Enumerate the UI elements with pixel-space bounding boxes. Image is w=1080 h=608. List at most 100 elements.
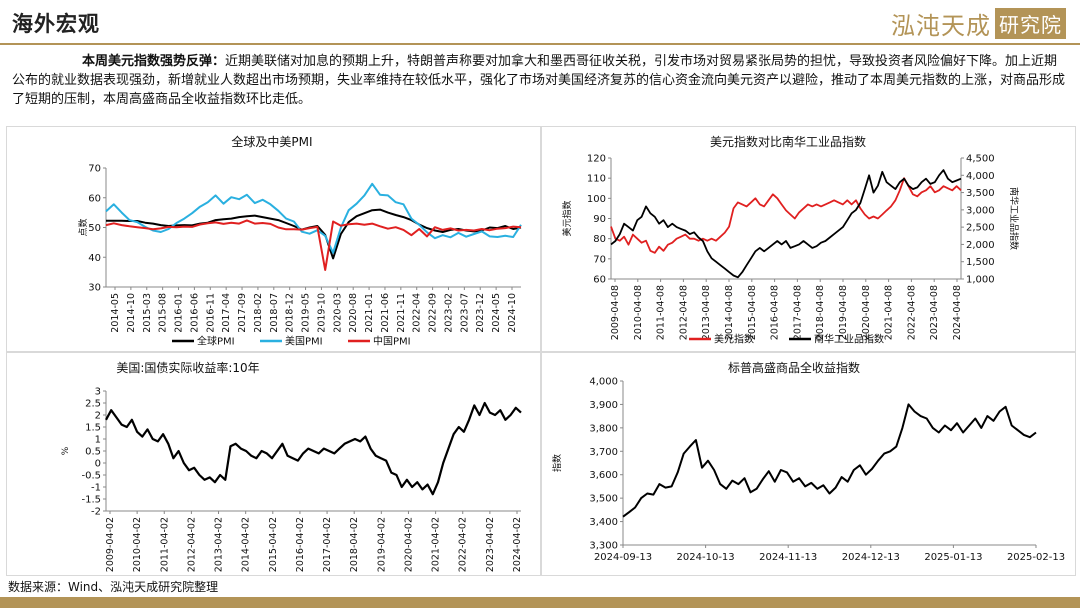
x-tick-label: 2024-05 xyxy=(491,293,502,333)
x-tick-label: 2021-04-08 xyxy=(884,285,895,340)
x-tick-label: 2014-04-08 xyxy=(724,285,735,340)
y-axis-label: 指数 xyxy=(551,454,563,472)
x-tick-label: 2018-07 xyxy=(269,293,280,333)
y-tick-label: -1.5 xyxy=(81,495,101,506)
y-tick-label: -2 xyxy=(91,507,101,518)
x-tick-label: 2015-04-08 xyxy=(747,285,758,340)
y-tick-label: 30 xyxy=(88,283,101,294)
y-tick-label: -1 xyxy=(91,483,101,494)
x-tick-label: 2016-01 xyxy=(174,293,185,333)
x-tick-label: 2020-08 xyxy=(348,293,359,333)
legend-label-0: 美元指数 xyxy=(714,333,754,346)
chart-title: 标普高盛商品全收益指数 xyxy=(728,360,860,375)
x-tick-label: 2024-10 xyxy=(507,293,518,333)
x-tick-label: 2023-12 xyxy=(475,293,486,333)
y-tick-label: 110 xyxy=(587,174,606,185)
series-line-2 xyxy=(105,219,522,271)
y2-tick-label: 4,000 xyxy=(966,171,995,182)
x-tick-label: 2018-02 xyxy=(253,293,264,333)
y-tick-label: 60 xyxy=(88,193,101,204)
x-tick-label: 2018-04-02 xyxy=(349,517,360,572)
x-tick-label: 2019-05 xyxy=(301,293,312,333)
bottom-bar xyxy=(0,597,1080,608)
logo-text: 泓沌天成 xyxy=(891,11,991,40)
y-tick-label: 90 xyxy=(593,214,606,225)
x-tick-label: 2009-04-02 xyxy=(105,517,116,572)
x-tick-label: 2023-07 xyxy=(459,293,470,333)
x-tick-label: 2017-04 xyxy=(221,293,232,333)
x-tick-label: 2020-03 xyxy=(332,293,343,333)
x-tick-label: 2024-12-13 xyxy=(842,552,900,563)
x-tick-label: 2020-04-08 xyxy=(861,285,872,340)
y-tick-label: 3,900 xyxy=(589,400,618,411)
x-tick-label: 2025-02-13 xyxy=(1007,552,1065,563)
x-tick-label: 2018-04-08 xyxy=(815,285,826,340)
summary-paragraph: 本周美元指数强势反弹：近期美联储对加息的预期上升，特朗普声称要对加拿大和墨西哥征… xyxy=(12,52,1070,109)
logo-box: 研究院 xyxy=(995,7,1066,39)
x-tick-label: 2016-11 xyxy=(205,293,216,333)
summary-lead: 本周美元指数强势反弹： xyxy=(82,54,226,69)
series-line-0 xyxy=(105,401,522,496)
x-tick-label: 2012-04-02 xyxy=(186,517,197,572)
y-tick-label: 3,600 xyxy=(589,470,618,481)
y-tick-label: 2.5 xyxy=(85,399,101,410)
x-tick-label: 2023-04-02 xyxy=(485,517,496,572)
x-tick-label: 2024-04-02 xyxy=(512,517,523,572)
y-tick-label: 100 xyxy=(587,194,606,205)
y-tick-label: 3,300 xyxy=(589,541,618,552)
chart-frame-dxy xyxy=(541,126,1076,352)
y2-tick-label: 3,500 xyxy=(966,188,995,199)
y-tick-label: 3,700 xyxy=(589,447,618,458)
x-tick-label: 2010-04-02 xyxy=(132,517,143,572)
x-tick-label: 2019-04-02 xyxy=(376,517,387,572)
section-title: 海外宏观 xyxy=(12,11,100,36)
legend-label-2: 中国PMI xyxy=(373,335,411,348)
x-tick-label: 2025-01-13 xyxy=(924,552,982,563)
chart-global-pmi: 全球及中美PMI 30 40 50 60 70 点数 2014-05 2014-10 2015-0… xyxy=(77,134,522,348)
x-tick-label: 2014-10 xyxy=(126,293,137,333)
y2-tick-label: 4,500 xyxy=(966,154,995,165)
y-tick-label: 120 xyxy=(587,154,606,165)
x-tick-label: 2011-04-08 xyxy=(656,285,667,340)
x-tick-label: 2019-10 xyxy=(316,293,327,333)
y-tick-label: 3 xyxy=(95,387,101,398)
x-tick-label: 2021-01 xyxy=(364,293,375,333)
x-tick-label: 2018-12 xyxy=(285,293,296,333)
y-tick-label: 70 xyxy=(88,164,101,175)
y-tick-label: 60 xyxy=(593,275,606,286)
y-tick-label: 1.5 xyxy=(85,423,101,434)
y2-tick-label: 3,000 xyxy=(966,205,995,216)
series-line-1 xyxy=(105,182,522,254)
x-tick-label: 2023-02 xyxy=(443,293,454,333)
legend-label-0: 全球PMI xyxy=(197,335,235,348)
x-tick-label: 2014-05 xyxy=(110,293,121,333)
chart-dxy-vs-nanhua: 美元指数对比南华工业品指数 60 70 80 90 100 110 120 美元指数 1,000 1… xyxy=(561,134,1020,346)
x-tick-label: 2021-11 xyxy=(396,293,407,333)
x-tick-label: 2022-04-08 xyxy=(906,285,917,340)
y2-tick-label: 1,500 xyxy=(966,257,995,268)
x-tick-label: 2013-04-02 xyxy=(214,517,225,572)
chart-title: 美元指数对比南华工业品指数 xyxy=(710,134,866,149)
x-tick-label: 2017-09 xyxy=(237,293,248,333)
y-axis-label: % xyxy=(61,446,71,455)
x-tick-label: 2015-03 xyxy=(142,293,153,333)
y-tick-label: 70 xyxy=(593,254,606,265)
x-tick-label: 2011-04-02 xyxy=(159,517,170,572)
x-tick-label: 2019-04-08 xyxy=(838,285,849,340)
x-tick-label: 2016-04-02 xyxy=(295,517,306,572)
y-tick-label: 40 xyxy=(88,253,101,264)
brand-logo: 泓沌天成 研究院 xyxy=(891,6,1066,40)
y-tick-label: -0.5 xyxy=(81,471,101,482)
chart-frame-pmi xyxy=(6,126,541,352)
y2-tick-label: 2,000 xyxy=(966,240,995,251)
x-tick-label: 2022-04-02 xyxy=(458,517,469,572)
x-tick-label: 2021-06 xyxy=(380,293,391,333)
y2-axis-label: 南华工业品指数 xyxy=(1008,187,1020,250)
x-tick-label: 2015-08 xyxy=(158,293,169,333)
x-tick-label: 2012-04-08 xyxy=(678,285,689,340)
legend-label-1: 美国PMI xyxy=(285,335,323,348)
x-tick-label: 2013-04-08 xyxy=(701,285,712,340)
x-tick-label: 2014-04-02 xyxy=(241,517,252,572)
x-tick-label: 2024-11-13 xyxy=(759,552,817,563)
chart-title: 全球及中美PMI xyxy=(231,134,312,149)
